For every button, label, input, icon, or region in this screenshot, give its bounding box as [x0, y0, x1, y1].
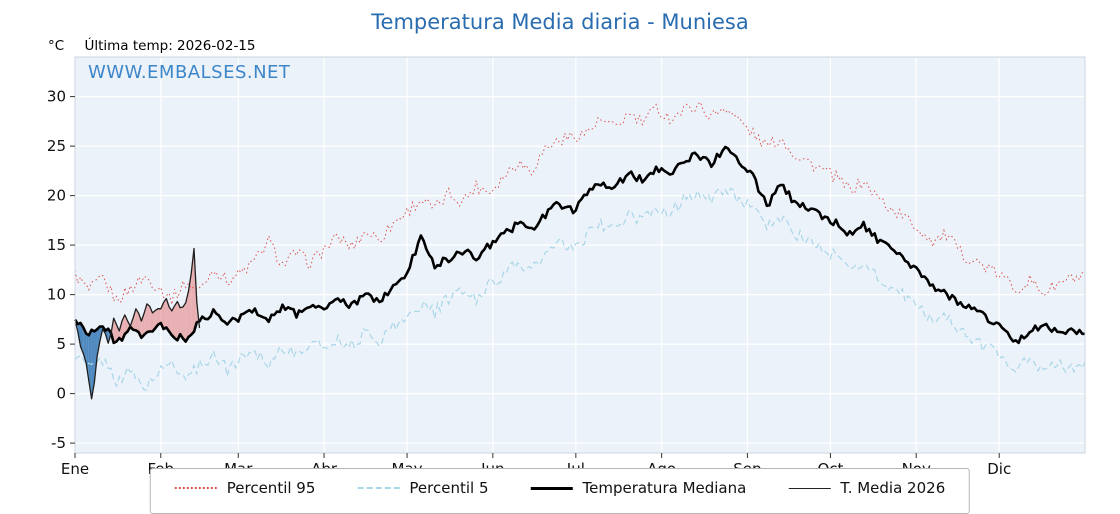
y-tick-label: -5 — [51, 434, 66, 452]
temperature-chart: -5051015202530EneFebMarAbrMayJunJulAgoSe… — [47, 56, 1086, 478]
fill-above-median — [182, 302, 186, 342]
fill-above-median — [133, 308, 136, 331]
percentil-5-line-swatch — [357, 487, 400, 489]
watermark: WWW.EMBALSES.NET — [88, 62, 291, 83]
fill-above-median — [146, 303, 150, 333]
legend-item-percentil-95: Percentil 95 — [174, 479, 316, 497]
mediana-line-swatch — [530, 486, 573, 490]
fill-below-median — [80, 323, 84, 354]
last-temp-label: Última temp: 2026-02-15 — [84, 38, 256, 54]
fill-above-median — [177, 301, 181, 341]
legend-label-tmedia-2026: T. Media 2026 — [840, 479, 946, 497]
legend-label-percentil-5: Percentil 5 — [409, 479, 489, 497]
y-tick-label: 30 — [47, 88, 66, 106]
legend-label-mediana: Temperatura Mediana — [582, 479, 747, 497]
x-tick-label: Ene — [61, 460, 89, 478]
legend-label-percentil-95: Percentil 95 — [226, 479, 316, 497]
y-axis-unit-label: °C — [48, 38, 65, 54]
y-tick-label: 10 — [47, 286, 66, 304]
fill-above-median — [180, 307, 183, 339]
fill-above-median — [169, 306, 172, 336]
fill-below-median — [91, 329, 95, 399]
y-tick-label: 25 — [47, 137, 66, 155]
legend-item-tmedia-2026: T. Media 2026 — [788, 479, 945, 497]
fill-below-median — [94, 329, 98, 383]
legend-item-percentil-5: Percentil 5 — [357, 479, 488, 497]
percentil-95-line — [74, 101, 1086, 305]
percentil-5-line — [74, 187, 1086, 391]
y-tick-label: 5 — [56, 335, 66, 353]
legend-item-mediana: Temperatura Mediana — [530, 479, 746, 497]
page-title: Temperatura Media diaria - Muniesa — [371, 10, 749, 34]
x-tick-label: Dic — [987, 460, 1011, 478]
fill-above-median — [163, 298, 167, 329]
chart-header: °C Última temp: 2026-02-15 — [48, 38, 256, 54]
tmedia-2026-line — [74, 247, 201, 400]
fill-above-median — [155, 308, 158, 329]
plot-border — [74, 56, 1086, 454]
y-tick-label: 0 — [56, 385, 66, 403]
y-tick-label: 20 — [47, 187, 66, 205]
fill-above-median — [135, 308, 139, 333]
fill-above-median — [152, 310, 156, 332]
temperatura-mediana-line — [73, 145, 1085, 345]
fill-below-median — [86, 333, 89, 381]
fill-above-median — [185, 291, 189, 342]
percentil-95-line-swatch — [174, 487, 217, 489]
fill-above-median — [171, 305, 175, 339]
fill-above-median — [158, 308, 161, 325]
y-tick-label: 15 — [47, 236, 66, 254]
legend: Percentil 95 Percentil 5 Temperatura Med… — [149, 468, 971, 514]
fill-below-median — [97, 326, 100, 357]
fill-above-median — [174, 301, 178, 341]
tmedia-2026-line-swatch — [788, 487, 831, 489]
